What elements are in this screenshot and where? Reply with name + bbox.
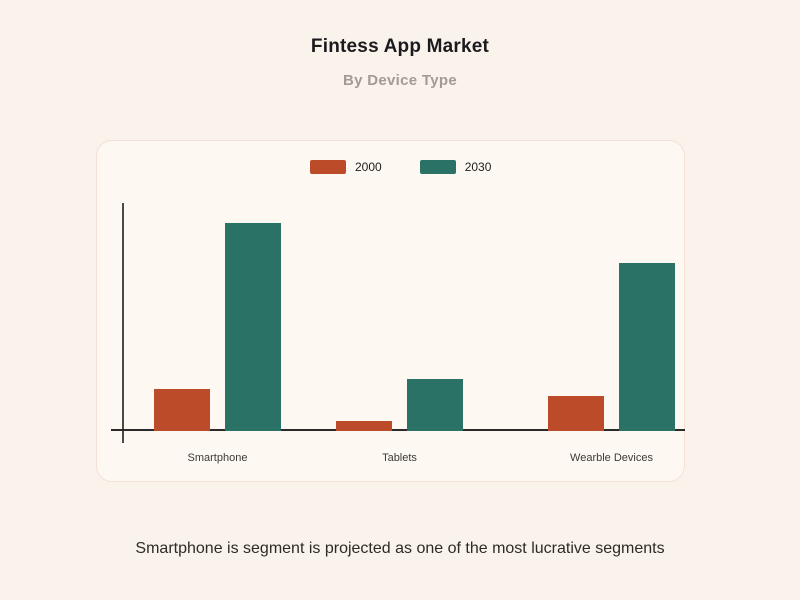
page-title: Fintess App Market bbox=[310, 36, 490, 57]
bar-wearble-devices-2030 bbox=[619, 263, 675, 431]
plot-area: Smartphone Tablets Wearble Devices bbox=[97, 141, 685, 481]
legend-label-2030: 2030 bbox=[464, 160, 492, 174]
category-label-tablets: Tablets bbox=[382, 452, 417, 464]
chart-header: Fintess App Market By Device Type bbox=[0, 36, 800, 89]
legend-item-2030: 2030 bbox=[419, 160, 492, 174]
bar-tablets-2030 bbox=[407, 379, 463, 431]
chart-legend: 2000 2030 bbox=[310, 160, 491, 174]
page-subtitle: By Device Type bbox=[343, 72, 457, 89]
x-axis-line bbox=[111, 429, 685, 431]
legend-item-2000: 2000 bbox=[310, 160, 382, 174]
category-label-smartphone: Smartphone bbox=[187, 452, 248, 464]
y-axis-line bbox=[122, 203, 124, 443]
bar-smartphone-2030 bbox=[225, 223, 281, 431]
legend-label-2000: 2000 bbox=[355, 160, 382, 174]
bar-smartphone-2000 bbox=[154, 389, 210, 431]
category-label-wearble-devices: Wearble Devices bbox=[570, 452, 653, 464]
legend-swatch-2000 bbox=[310, 160, 346, 174]
bar-wearble-devices-2000 bbox=[548, 396, 604, 431]
legend-swatch-2030 bbox=[419, 160, 456, 174]
chart-caption: Smartphone is segment is projected as on… bbox=[135, 540, 665, 557]
bar-tablets-2000 bbox=[336, 421, 392, 431]
chart-card: 2000 2030 Smartphone Tablets Wearble Device… bbox=[96, 140, 685, 482]
